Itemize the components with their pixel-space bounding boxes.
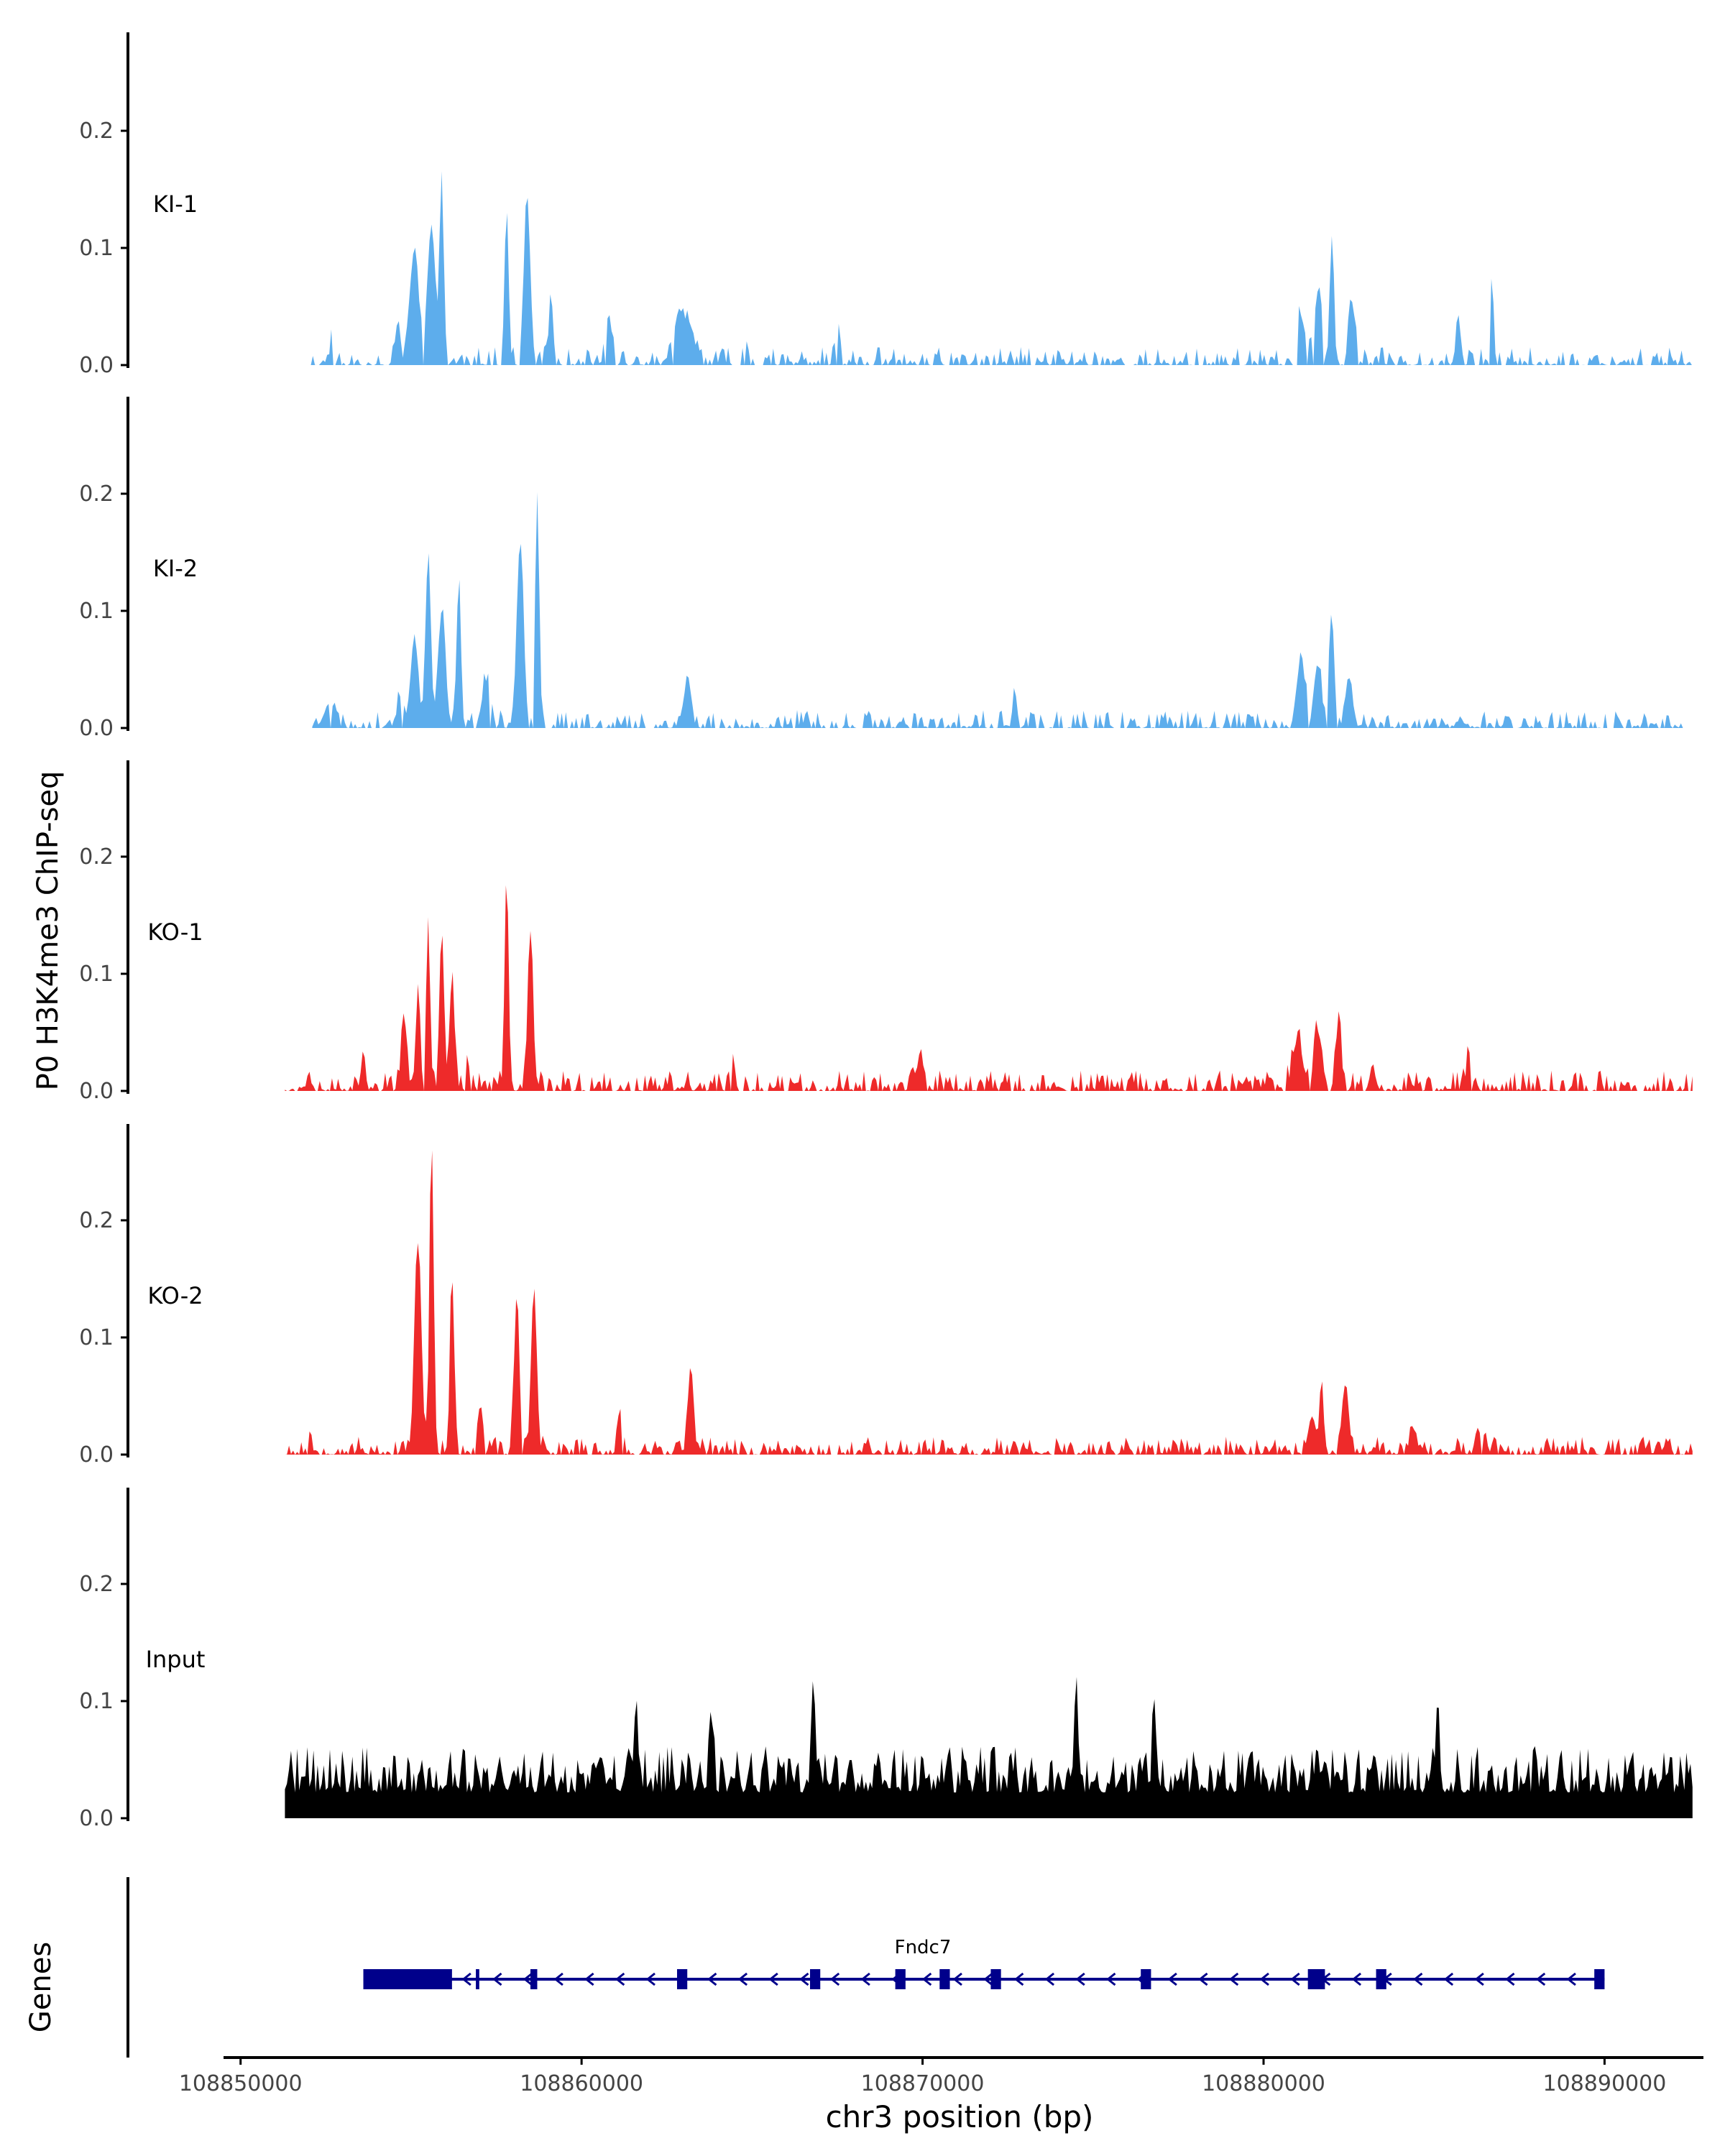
strand-arrow [1228,1972,1239,1986]
track-input: 0.0 0.1 0.2 Input [79,1488,1693,1831]
y-tick-label: 0.0 [79,1442,114,1468]
strand-arrow [1075,1972,1085,1986]
gene-exon [939,1969,950,1989]
gene-exon [676,1969,688,1989]
strand-arrow [1443,1972,1454,1986]
y-tick-label: 0.0 [79,716,114,741]
gene-name-label: Fndc7 [895,1937,952,1958]
x-tick-label: 108880000 [1202,2071,1325,2096]
strand-arrow [707,1972,717,1986]
gene-exon [1141,1969,1151,1989]
strand-arrow [1198,1972,1208,1986]
strand-arrow [1566,1972,1576,1986]
track-label-ko-1: KO-1 [147,918,203,946]
y-tick-label: 0.2 [79,1572,114,1597]
track-ki-1: 0.0 0.1 0.2 KI-1 [79,32,1692,378]
x-tick-label: 108870000 [861,2071,985,2096]
strand-arrow [1290,1972,1300,1986]
strand-arrow [1259,1972,1269,1986]
track-ki-2: 0.0 0.1 0.2 KI-2 [79,397,1685,741]
gene-exon [476,1969,479,1989]
strand-arrow [1535,1972,1546,1986]
gene-exon [1307,1969,1325,1989]
strand-arrow [584,1972,594,1986]
strand-arrow [645,1972,656,1986]
strand-arrow [737,1972,748,1986]
y-tick-label: 0.2 [79,844,114,870]
strand-arrow [523,1972,533,1986]
genes-track: Genes Fndc7 [24,1877,1605,2058]
strand-arrow [1106,1972,1116,1986]
strand-arrow [1044,1972,1055,1986]
x-axis: chr3 position (bp) 108850000 108860000 108… [179,2056,1703,2134]
strand-arrow [553,1972,564,1986]
strand-arrow [952,1972,962,1986]
x-tick-label: 108850000 [179,2071,303,2096]
track-label-ki-1: KI-1 [153,190,198,218]
signal-area-input [285,1677,1693,1818]
genes-track-label: Genes [24,1942,58,2032]
y-tick-label: 0.0 [79,1806,114,1831]
gene-exon [895,1969,906,1989]
y-tick-label: 0.1 [79,236,114,261]
gene-exon [1594,1969,1605,1989]
y-tick-label: 0.2 [79,1208,114,1233]
y-tick-label: 0.2 [79,119,114,144]
strand-arrow [860,1972,870,1986]
track-label-ki-2: KI-2 [153,555,198,582]
x-tick-label: 108890000 [1543,2071,1667,2096]
strand-arrow [1505,1972,1515,1986]
y-tick-label: 0.0 [79,1079,114,1104]
gene-exon [530,1969,538,1989]
strand-arrow [983,1972,993,1986]
y-tick-label: 0.1 [79,962,114,987]
track-label-ko-2: KO-2 [147,1282,203,1309]
x-axis-title: chr3 position (bp) [826,2099,1094,2134]
strand-arrow [492,1972,502,1986]
y-tick-label: 0.1 [79,1325,114,1350]
gene-exon [1376,1969,1386,1989]
strand-arrow [799,1972,809,1986]
strand-arrow [1474,1972,1484,1986]
signal-area-ko-1 [285,885,1693,1091]
gene-exon [810,1969,821,1989]
strand-arrow [768,1972,778,1986]
track-label-input: Input [146,1646,206,1673]
strand-arrow [1351,1972,1362,1986]
strand-arrow [1167,1972,1177,1986]
track-ko-2: 0.0 0.1 0.2 KO-2 [79,1124,1693,1468]
y-tick-label: 0.1 [79,599,114,624]
y-tick-label: 0.2 [79,482,114,507]
strand-arrow [461,1972,472,1986]
track-ko-1: 0.0 0.1 0.2 KO-1 [79,760,1693,1104]
strand-arrow [829,1972,840,1986]
signal-area-ko-2 [285,1150,1693,1455]
strand-arrow [1014,1972,1024,1986]
x-tick-label: 108860000 [520,2071,643,2096]
coverage-tracks: 0.00.10.2KI-10.00.10.2KI-20.00.10.2KO-10… [79,32,1693,1831]
figure-y-axis-title: P0 H3K4me3 ChIP-seq [32,771,65,1091]
strand-arrow [921,1972,932,1986]
y-tick-label: 0.1 [79,1689,114,1714]
gene-exon [990,1969,1001,1989]
gene-exon [363,1969,452,1989]
strand-arrow [615,1972,625,1986]
strand-arrow [1413,1972,1423,1986]
y-tick-label: 0.0 [79,353,114,378]
